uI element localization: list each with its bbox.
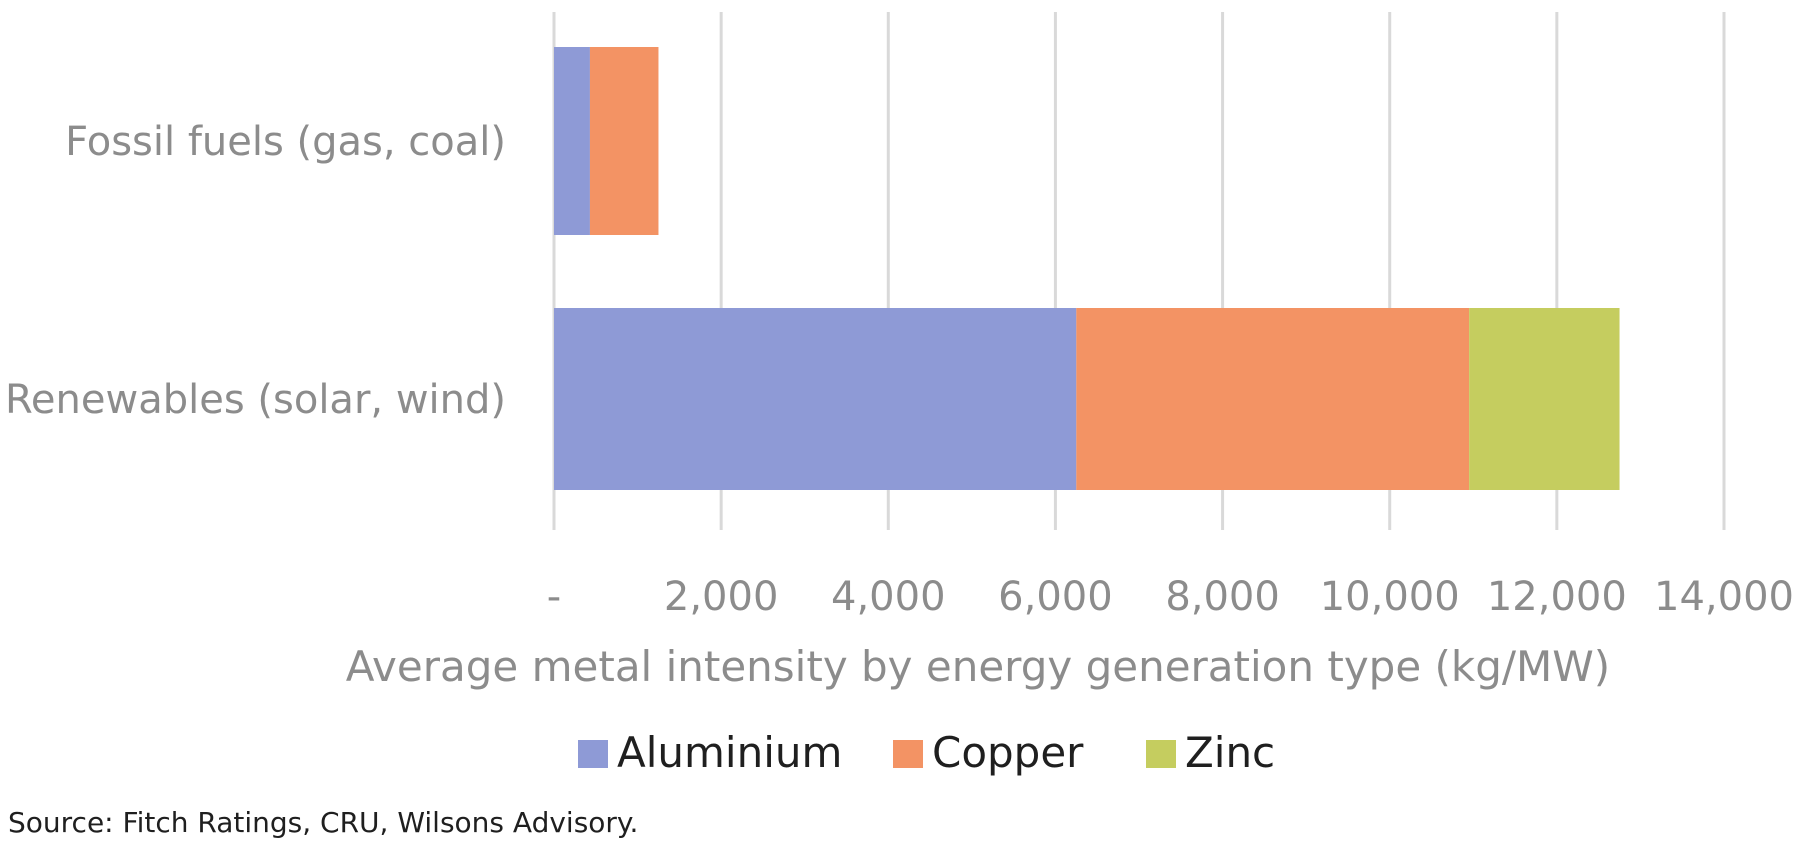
x-tick-label-6: 12,000 (1487, 574, 1627, 620)
x-tick-labels: - 2,000 4,000 6,000 8,000 10,000 12,000 14,000 (547, 574, 1794, 620)
x-tick-label-0: - (547, 574, 561, 620)
bar-aluminium-0 (554, 47, 590, 235)
x-tick-label-3: 6,000 (998, 574, 1113, 620)
category-labels: Fossil fuels (gas, coal) Renewables (sola… (5, 119, 506, 423)
legend-label-zinc: Zinc (1185, 728, 1275, 777)
bar-copper-0 (589, 47, 659, 235)
x-tick-label-5: 10,000 (1320, 574, 1460, 620)
gridlines (552, 12, 1726, 530)
legend: Aluminium Copper Zinc (578, 728, 1275, 777)
bar-aluminium-1 (554, 308, 1077, 490)
x-tick-label-7: 14,000 (1654, 574, 1794, 620)
source-note: Source: Fitch Ratings, CRU, Wilsons Advi… (8, 806, 638, 839)
x-tick-label-1: 2,000 (664, 574, 779, 620)
category-label-0: Fossil fuels (gas, coal) (65, 119, 506, 165)
x-tick-label-2: 4,000 (831, 574, 946, 620)
legend-label-aluminium: Aluminium (617, 728, 842, 777)
category-label-1: Renewables (solar, wind) (5, 377, 506, 423)
bars (554, 47, 1620, 490)
bar-zinc-1 (1469, 308, 1620, 490)
legend-swatch-copper (893, 740, 923, 768)
bar-copper-1 (1076, 308, 1470, 490)
x-axis-title: Average metal intensity by energy genera… (346, 642, 1610, 691)
legend-label-copper: Copper (932, 728, 1084, 777)
legend-swatch-zinc (1146, 740, 1176, 768)
x-tick-label-4: 8,000 (1165, 574, 1280, 620)
legend-swatch-aluminium (578, 740, 608, 768)
